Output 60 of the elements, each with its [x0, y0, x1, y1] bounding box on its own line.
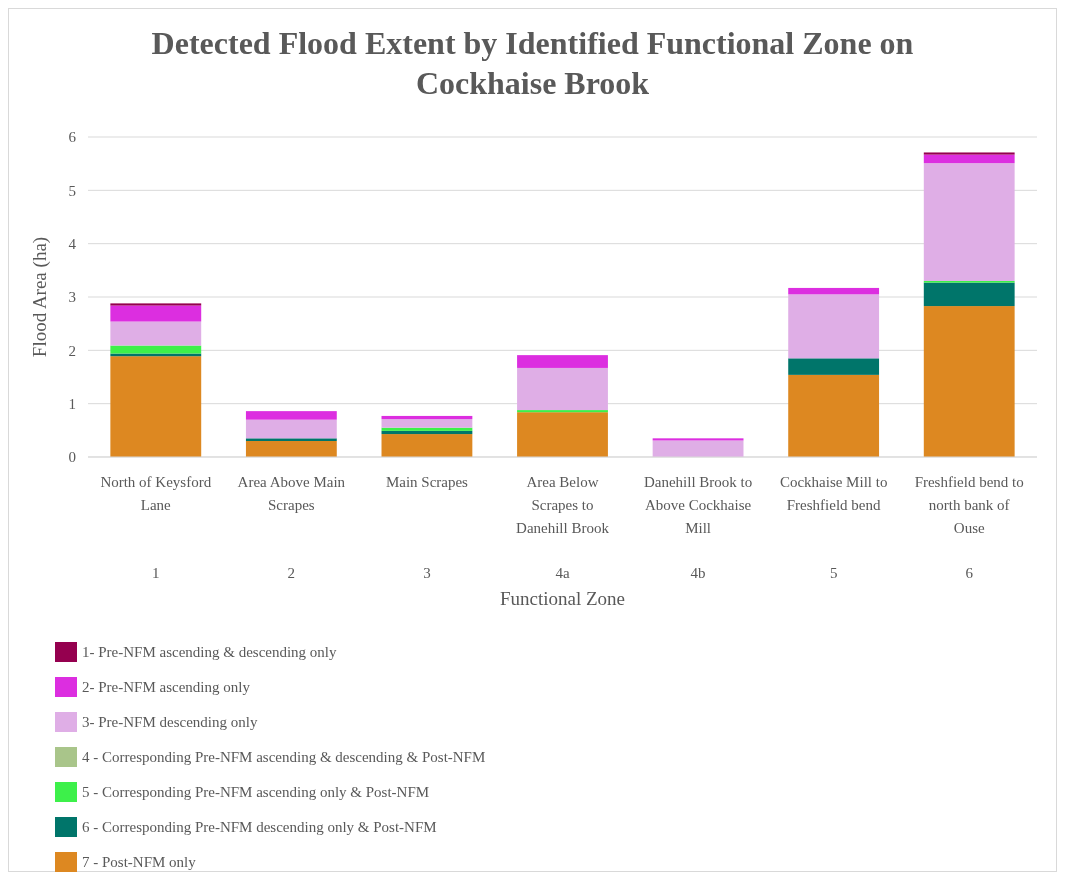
text: 3 — [423, 565, 431, 581]
x-tick-label: Cockhaise Mill to Freshfield bend — [779, 474, 888, 513]
chart-title: Detected Flood Extent by Identified Functional Zone on Cockhaise Brook — [151, 25, 914, 101]
bar — [652, 438, 744, 441]
legend-label: 2- Pre-NFM ascending only — [82, 679, 251, 696]
bar — [110, 345, 202, 354]
text: 2 — [287, 565, 296, 581]
bar — [923, 152, 1015, 155]
y-tick-label: 5 — [68, 182, 76, 199]
bar — [788, 374, 880, 457]
bar — [788, 287, 880, 295]
bar — [923, 163, 1015, 281]
legend-label: 1- Pre-NFM ascending & descending only — [82, 644, 338, 661]
legend-label: 7 - Post-NFM only — [82, 854, 197, 871]
y-tick-label: 1 — [68, 395, 76, 412]
bar — [923, 306, 1015, 457]
bar — [652, 440, 744, 457]
x-tick-label: Danehill Brook to Above Cockhaise Mill — [643, 474, 753, 536]
legend-label: 3- Pre-NFM descending only — [82, 714, 258, 731]
bar — [110, 303, 202, 306]
bar — [110, 305, 202, 322]
x-tick-label: North of Keysford Lane — [100, 474, 212, 513]
text: 6 — [965, 565, 974, 581]
x-tick-label: Area Above Main Scrapes — [237, 474, 346, 513]
bar — [245, 441, 337, 457]
text: 1 — [152, 565, 160, 581]
bar — [923, 282, 1015, 307]
text: 5 — [829, 565, 838, 581]
y-tick-label: 0 — [68, 449, 76, 466]
bar — [381, 419, 473, 428]
bar — [381, 434, 473, 457]
y-tick-label: 6 — [68, 129, 77, 146]
bar — [381, 415, 473, 420]
y-tick-label: 3 — [68, 289, 76, 306]
x-tick-label: Main Scrapes — [385, 474, 469, 490]
legend-label: 6 - Corresponding Pre-NFM descending only & Post-NFM — [82, 819, 437, 836]
text: 4a — [555, 565, 570, 581]
x-tick-label: Area Below Scrapes to Danehill Brook — [516, 474, 610, 536]
legend-label: 4 - Corresponding Pre-NFM ascending & descending & Post-NFM — [82, 749, 486, 766]
text: 4b — [690, 565, 706, 581]
bar — [245, 419, 337, 439]
bar — [381, 427, 473, 431]
legend-label: 5 - Corresponding Pre-NFM ascending only & Post-NFM — [82, 784, 430, 801]
bar — [788, 358, 880, 375]
bar — [517, 367, 608, 411]
bar — [245, 411, 337, 420]
y-axis-title: Flood Area (ha) — [29, 236, 51, 358]
bar — [923, 154, 1015, 164]
bar — [788, 294, 880, 359]
x-tick-label: Freshfield bend to north bank of Ouse — [914, 474, 1024, 536]
x-axis-title: Functional Zone — [499, 588, 626, 609]
bar — [110, 356, 202, 457]
y-tick-label: 4 — [68, 235, 77, 252]
bar — [381, 430, 473, 435]
bar — [517, 412, 608, 457]
bar — [110, 321, 202, 346]
bar — [517, 410, 608, 413]
bar — [517, 355, 608, 368]
bar — [245, 438, 337, 441]
y-tick-label: 2 — [68, 342, 76, 359]
